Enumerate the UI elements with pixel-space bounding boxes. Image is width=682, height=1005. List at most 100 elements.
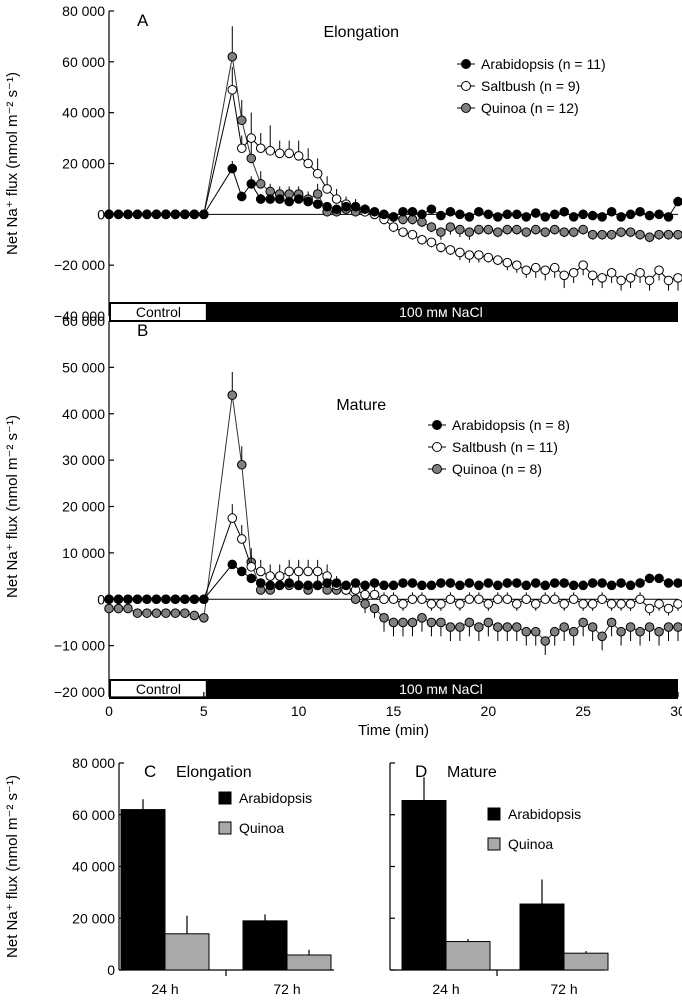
legend-label: Arabidopsis (n = 11) — [481, 56, 606, 72]
data-point — [284, 578, 294, 588]
data-point — [483, 224, 494, 235]
data-point — [189, 209, 200, 220]
data-point — [464, 617, 475, 628]
data-point — [227, 163, 238, 174]
data-point — [474, 622, 484, 632]
data-point — [568, 227, 579, 237]
data-point — [521, 227, 532, 237]
data-point — [180, 608, 190, 618]
data-point — [151, 608, 162, 618]
data-point — [606, 580, 617, 591]
data-point — [654, 626, 664, 637]
panel-c: 0 20 000 40 000 60 000 80 000 Net Na⁺ flux (n… — [4, 755, 334, 997]
data-point — [426, 617, 437, 628]
data-point — [663, 603, 674, 614]
data-point — [578, 599, 588, 609]
data-point — [360, 580, 370, 591]
data-point — [616, 212, 626, 222]
data-point — [521, 212, 532, 222]
data-point — [445, 594, 456, 605]
data-point — [540, 580, 551, 591]
data-point — [312, 566, 323, 577]
data-point — [123, 209, 133, 220]
data-point — [464, 212, 475, 222]
legend-label: Arabidopsis (n = 8) — [452, 417, 570, 433]
data-point — [663, 578, 674, 588]
treatment-bar-nacl — [109, 679, 678, 699]
bar — [563, 952, 609, 971]
legend-entry: Saltbush (n = 11) — [428, 439, 558, 455]
data-point — [502, 224, 513, 235]
data-point — [246, 179, 257, 189]
data-point — [104, 594, 114, 605]
data-point — [606, 229, 617, 240]
data-point — [568, 594, 579, 605]
data-point — [502, 209, 513, 220]
legend-entry: Arabidopsis — [218, 790, 312, 806]
data-point — [274, 580, 285, 591]
y-tick-label: 30 000 — [62, 452, 105, 468]
y-tick-label: 0 — [97, 591, 105, 607]
data-point — [104, 209, 114, 220]
data-point — [255, 179, 266, 189]
data-point — [274, 194, 285, 204]
data-point — [360, 599, 370, 609]
data-point — [474, 224, 484, 235]
data-point — [426, 204, 437, 215]
data-point — [530, 262, 541, 273]
data-point — [417, 234, 427, 245]
data-point — [635, 578, 645, 588]
data-point — [398, 599, 408, 609]
data-point — [322, 201, 332, 212]
data-point — [578, 224, 588, 235]
data-point — [379, 613, 389, 623]
y-tick-label: 10 000 — [62, 545, 105, 561]
data-point — [293, 580, 304, 591]
legend-swatch — [487, 807, 501, 821]
data-point — [644, 275, 655, 286]
data-point — [369, 589, 380, 600]
y-tick-label: 20 000 — [62, 156, 105, 172]
data-point — [455, 247, 465, 258]
data-point — [246, 573, 257, 584]
data-point — [673, 273, 682, 283]
data-point — [455, 224, 465, 235]
data-point — [350, 578, 361, 588]
data-point — [398, 206, 408, 217]
legend-marker — [432, 464, 442, 474]
data-point — [331, 204, 342, 215]
data-point — [426, 580, 437, 591]
bar — [445, 941, 491, 971]
series-black — [104, 160, 682, 222]
data-point — [616, 626, 626, 637]
data-point — [483, 599, 494, 609]
data-point — [445, 245, 456, 255]
data-point — [350, 201, 361, 212]
data-point — [540, 227, 551, 237]
data-point — [644, 210, 655, 221]
x-tick-label: 24 h — [151, 981, 178, 997]
data-point — [227, 390, 238, 401]
data-point — [170, 608, 181, 618]
data-point — [407, 206, 418, 217]
data-point — [673, 622, 682, 632]
data-point — [635, 229, 645, 240]
data-point — [142, 594, 152, 605]
data-point — [559, 206, 570, 217]
data-point — [293, 151, 304, 161]
y-tick-label: 60 000 — [62, 54, 105, 70]
data-point — [635, 626, 645, 637]
data-point — [464, 578, 475, 588]
y-axis-label: Net Na⁺ flux (nmol m⁻² s⁻¹) — [4, 415, 21, 598]
data-point — [227, 51, 238, 62]
data-point — [388, 222, 399, 232]
data-point — [407, 594, 418, 605]
data-point — [625, 273, 636, 283]
data-point — [549, 262, 560, 273]
y-tick-label: −10 000 — [54, 638, 105, 654]
data-point — [493, 622, 503, 632]
data-point — [521, 265, 532, 276]
data-point — [597, 273, 607, 283]
data-point — [540, 594, 551, 605]
